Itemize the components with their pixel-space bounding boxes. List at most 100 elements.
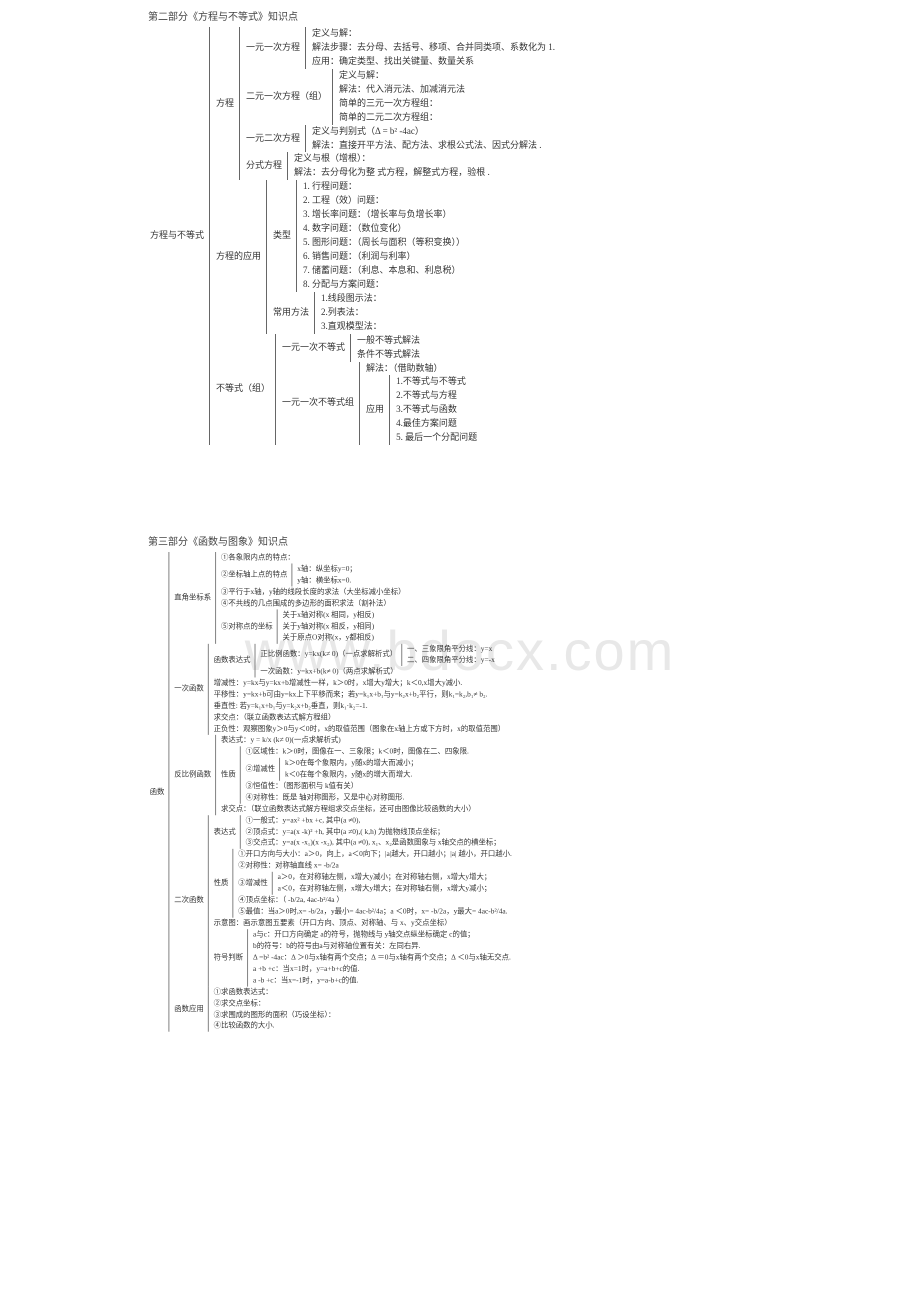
- leaf: 简单的二元二次方程组：: [337, 111, 465, 125]
- yici-zh: 正比例函数：y=kx(k≠ 0)（一点求解析式）: [259, 644, 401, 667]
- leaf: 增减性：y=kx与y=kx+b增减性一样，k＞0时，x增大y增大；k＜0,x增大…: [212, 678, 505, 689]
- bds-zu-yy-label: 应用: [364, 375, 388, 445]
- leaf: 一般不等式解法: [355, 334, 420, 348]
- leaf: 解法：直接开平方法、配方法、求根公式法、因式分解法 .: [310, 139, 542, 153]
- leaf: ④不共线的几点围成的多边形的面积求法（割补法）: [219, 598, 405, 609]
- leaf: 解法步骤：去分母、去括号、移项、合并同类项、系数化为 1.: [310, 41, 555, 55]
- leaf: 定义与根（增根）：: [292, 152, 490, 166]
- page-content: 第二部分《方程与不等式》知识点 方程与不等式 方程 一元一次方程 定义与解： 解…: [0, 8, 920, 1138]
- leaf: 2.不等式与方程: [394, 389, 477, 403]
- leaf: 5. 最后一个分配问题: [394, 431, 477, 445]
- fbl-xz-label: 性质: [219, 746, 239, 803]
- leaf: ②对称性：对称轴直线 x= -b/2a: [237, 861, 512, 872]
- leaf: a -b +c：当x=-1时，y=a-b+c的值.: [251, 975, 510, 986]
- yici-bds-label: 函数表达式: [212, 644, 254, 678]
- leaf: 示意图：画示意图五要素（开口方向、顶点、对称轴、与 x、y交点坐标）: [212, 918, 512, 929]
- leaf: 2. 工程（效）问题：: [301, 194, 465, 208]
- fbl-xz-l2a: ②增减性: [244, 758, 278, 781]
- leaf: 正负性：观察图象y＞0与y＜0时，x的取值范围（图象在x轴上方或下方时，x的取值…: [212, 724, 505, 735]
- leaf: ④对称性：既是 轴对称图形，又是中心对称图形.: [244, 792, 469, 803]
- leaf: ②顶点式：y=a(x -k)² +h, 其中(a ≠0),( k,h) 为抛物线…: [244, 826, 501, 837]
- leaf: 1. 行程问题：: [301, 180, 465, 194]
- leaf: 平移性：y=kx+b可由y=kx上下平移而来；若y=k₁x+b₁与y=k₂x+b…: [212, 689, 505, 700]
- leaf: ④比较函数的大小.: [212, 1021, 335, 1032]
- leaf: ①开口方向与大小：a＞0，向上，a＜0向下；|a|越大，开口越小；|a| 越小，…: [237, 849, 512, 860]
- leaf: 关于y轴对称(x 相反，y相同): [281, 621, 374, 632]
- zbx-l2a: ②坐标轴上点的特点: [219, 564, 290, 587]
- part2-tree: 方程与不等式 方程 一元一次方程 定义与解： 解法步骤：去分母、去括号、移项、合…: [148, 27, 920, 445]
- leaf: 二、四象限角平分线：y=-x: [405, 655, 494, 666]
- leaf: 2.列表法：: [319, 306, 382, 320]
- leaf: ②求交点坐标：: [212, 998, 335, 1009]
- bds-zu-label: 一元一次不等式组: [280, 362, 358, 446]
- leaf: y轴：横坐标x=0.: [296, 575, 357, 586]
- leaf: k＜0在每个象限内，y随x的增大而增大.: [283, 769, 417, 780]
- part3-title: 第三部分《函数与图象》知识点: [148, 533, 920, 548]
- leaf: 解法：（借助数轴）: [364, 362, 477, 376]
- leaf: ①区域性：k＞0时，图像在一、三象限；k＜0时，图像在二、四象限.: [244, 746, 469, 757]
- zbx-label: 直角坐标系: [173, 552, 215, 643]
- yierci-label: 一元二次方程: [244, 125, 304, 153]
- erci-xz-label: 性质: [212, 849, 232, 918]
- leaf: 解法：去分母化为整 式方程，解整式方程，验根 .: [292, 166, 490, 180]
- bds-yiyuan-label: 一元一次不等式: [280, 334, 349, 362]
- leaf: x轴：纵坐标y=0；: [296, 564, 357, 575]
- leaf: 垂直性: 若y=k₁x+b₁与y=k₂x+b₂垂直，则k₁·k₂=-1.: [212, 701, 505, 712]
- leaf: 1.线段图示法：: [319, 292, 382, 306]
- leaf: a＜0，在对称轴左侧，x增大y增大；在对称轴右侧，x增大y减小；: [276, 884, 491, 895]
- leaf: ①求函数表达式：: [212, 986, 335, 997]
- leaf: b的符号：b的符号由a与对称轴位置有关：左同右异.: [251, 941, 510, 952]
- leaf: 6. 销售问题：（利润与利率）: [301, 250, 465, 264]
- leaf: 5. 图形问题：（周长与面积（等积变换））: [301, 236, 465, 250]
- part2-title: 第二部分《方程与不等式》知识点: [148, 8, 920, 23]
- leaf: 3. 增长率问题：（增长率与负增长率）: [301, 208, 465, 222]
- leaf: Δ =b² -4ac：Δ ＞0与x轴有两个交点；Δ ＝0与x轴有两个交点；Δ ＜…: [251, 952, 510, 963]
- leaf: 表达式：y = k/x (k≠ 0)(一点求解析式): [219, 735, 475, 746]
- budengshi-label: 不等式（组）: [214, 334, 274, 446]
- yiyuan-label: 一元一次方程: [244, 27, 304, 69]
- leaf: 求交点：（联立函数表达式解方程组）: [212, 712, 505, 723]
- leaf: 4.最佳方案问题: [394, 417, 477, 431]
- fangfa-label: 常用方法: [271, 292, 313, 334]
- leaf: 4. 数字问题：（数位变化）: [301, 222, 465, 236]
- yici-label: 一次函数: [173, 644, 207, 735]
- leaf: ①一般式：y=ax² +bx +c, 其中(a ≠0),: [244, 815, 501, 826]
- leaf: 一、三象限角平分线：y=x: [405, 644, 494, 655]
- leaf: ③交点式：y=a(x -x₁)(x -x₂), 其中(a ≠0), x₁、x₂是…: [244, 838, 501, 849]
- leaf: ④顶点坐标：（ -b/2a, 4ac-b²/4a ）: [237, 895, 512, 906]
- leaf: 7. 储蓄问题：（利息、本息和、利息税）: [301, 264, 465, 278]
- leaf: ③恒值性：（图形面积与 k值有关）: [244, 781, 469, 792]
- leaf: 8. 分配与方案问题：: [301, 278, 465, 292]
- leaf: a与c：开口方向确定 a的符号，抛物线与 y轴交点纵坐标确定 c的值；: [251, 929, 510, 940]
- erci-bds-label: 表达式: [212, 815, 239, 849]
- erci-xz-l3a: ③增减性: [237, 872, 271, 895]
- leaf: 应用：确定类型、找出关键量、数量关系: [310, 55, 555, 69]
- leaf: ③求围成的图形的面积（巧设坐标）：: [212, 1009, 335, 1020]
- root3-label: 函数: [148, 552, 168, 1032]
- leaf: ①各象限内点的特点：: [219, 552, 405, 563]
- leaf: 简单的三元一次方程组：: [337, 97, 465, 111]
- leaf: 求交点：（联立函数表达式解方程组求交点坐标，还可由图像比较函数的大小）: [219, 804, 475, 815]
- fbl-label: 反比例函数: [173, 735, 215, 815]
- leaf: 定义与判别式（Δ = b² -4ac）: [310, 125, 542, 139]
- leaf: 1.不等式与不等式: [394, 375, 477, 389]
- leaf: 3.直观模型法：: [319, 320, 382, 334]
- leaf: 关于原点O对称(x，y都相反): [281, 632, 374, 643]
- part3-tree: 函数 直角坐标系 ①各象限内点的特点： ②坐标轴上点的特点 x轴：纵坐标y=0；…: [148, 552, 781, 1032]
- leaf: 一次函数：y=kx+b(k≠ 0)（两点求解析式）: [259, 666, 495, 677]
- yy-label: 函数应用: [173, 986, 207, 1032]
- fenshi-label: 分式方程: [244, 152, 286, 180]
- leaf: 3.不等式与函数: [394, 403, 477, 417]
- leixing-label: 类型: [271, 180, 295, 292]
- leaf: ③平行于x轴，y轴的线段长度的求法（大坐标减小坐标）: [219, 586, 405, 597]
- yingyong-label: 方程的应用: [214, 180, 265, 333]
- leaf: a +b +c：当x=1时，y=a+b+c的值.: [251, 964, 510, 975]
- leaf: 定义与解：: [310, 27, 555, 41]
- leaf: 解法：代入消元法、加减消元法: [337, 83, 465, 97]
- leaf: 定义与解：: [337, 69, 465, 83]
- erci-fh-label: 符号判断: [212, 929, 246, 986]
- erci-label: 二次函数: [173, 815, 207, 986]
- leaf: 关于x轴对称(x 相同，y相反): [281, 609, 374, 620]
- root-label: 方程与不等式: [148, 27, 208, 445]
- eryuan-label: 二元一次方程（组）: [244, 69, 331, 125]
